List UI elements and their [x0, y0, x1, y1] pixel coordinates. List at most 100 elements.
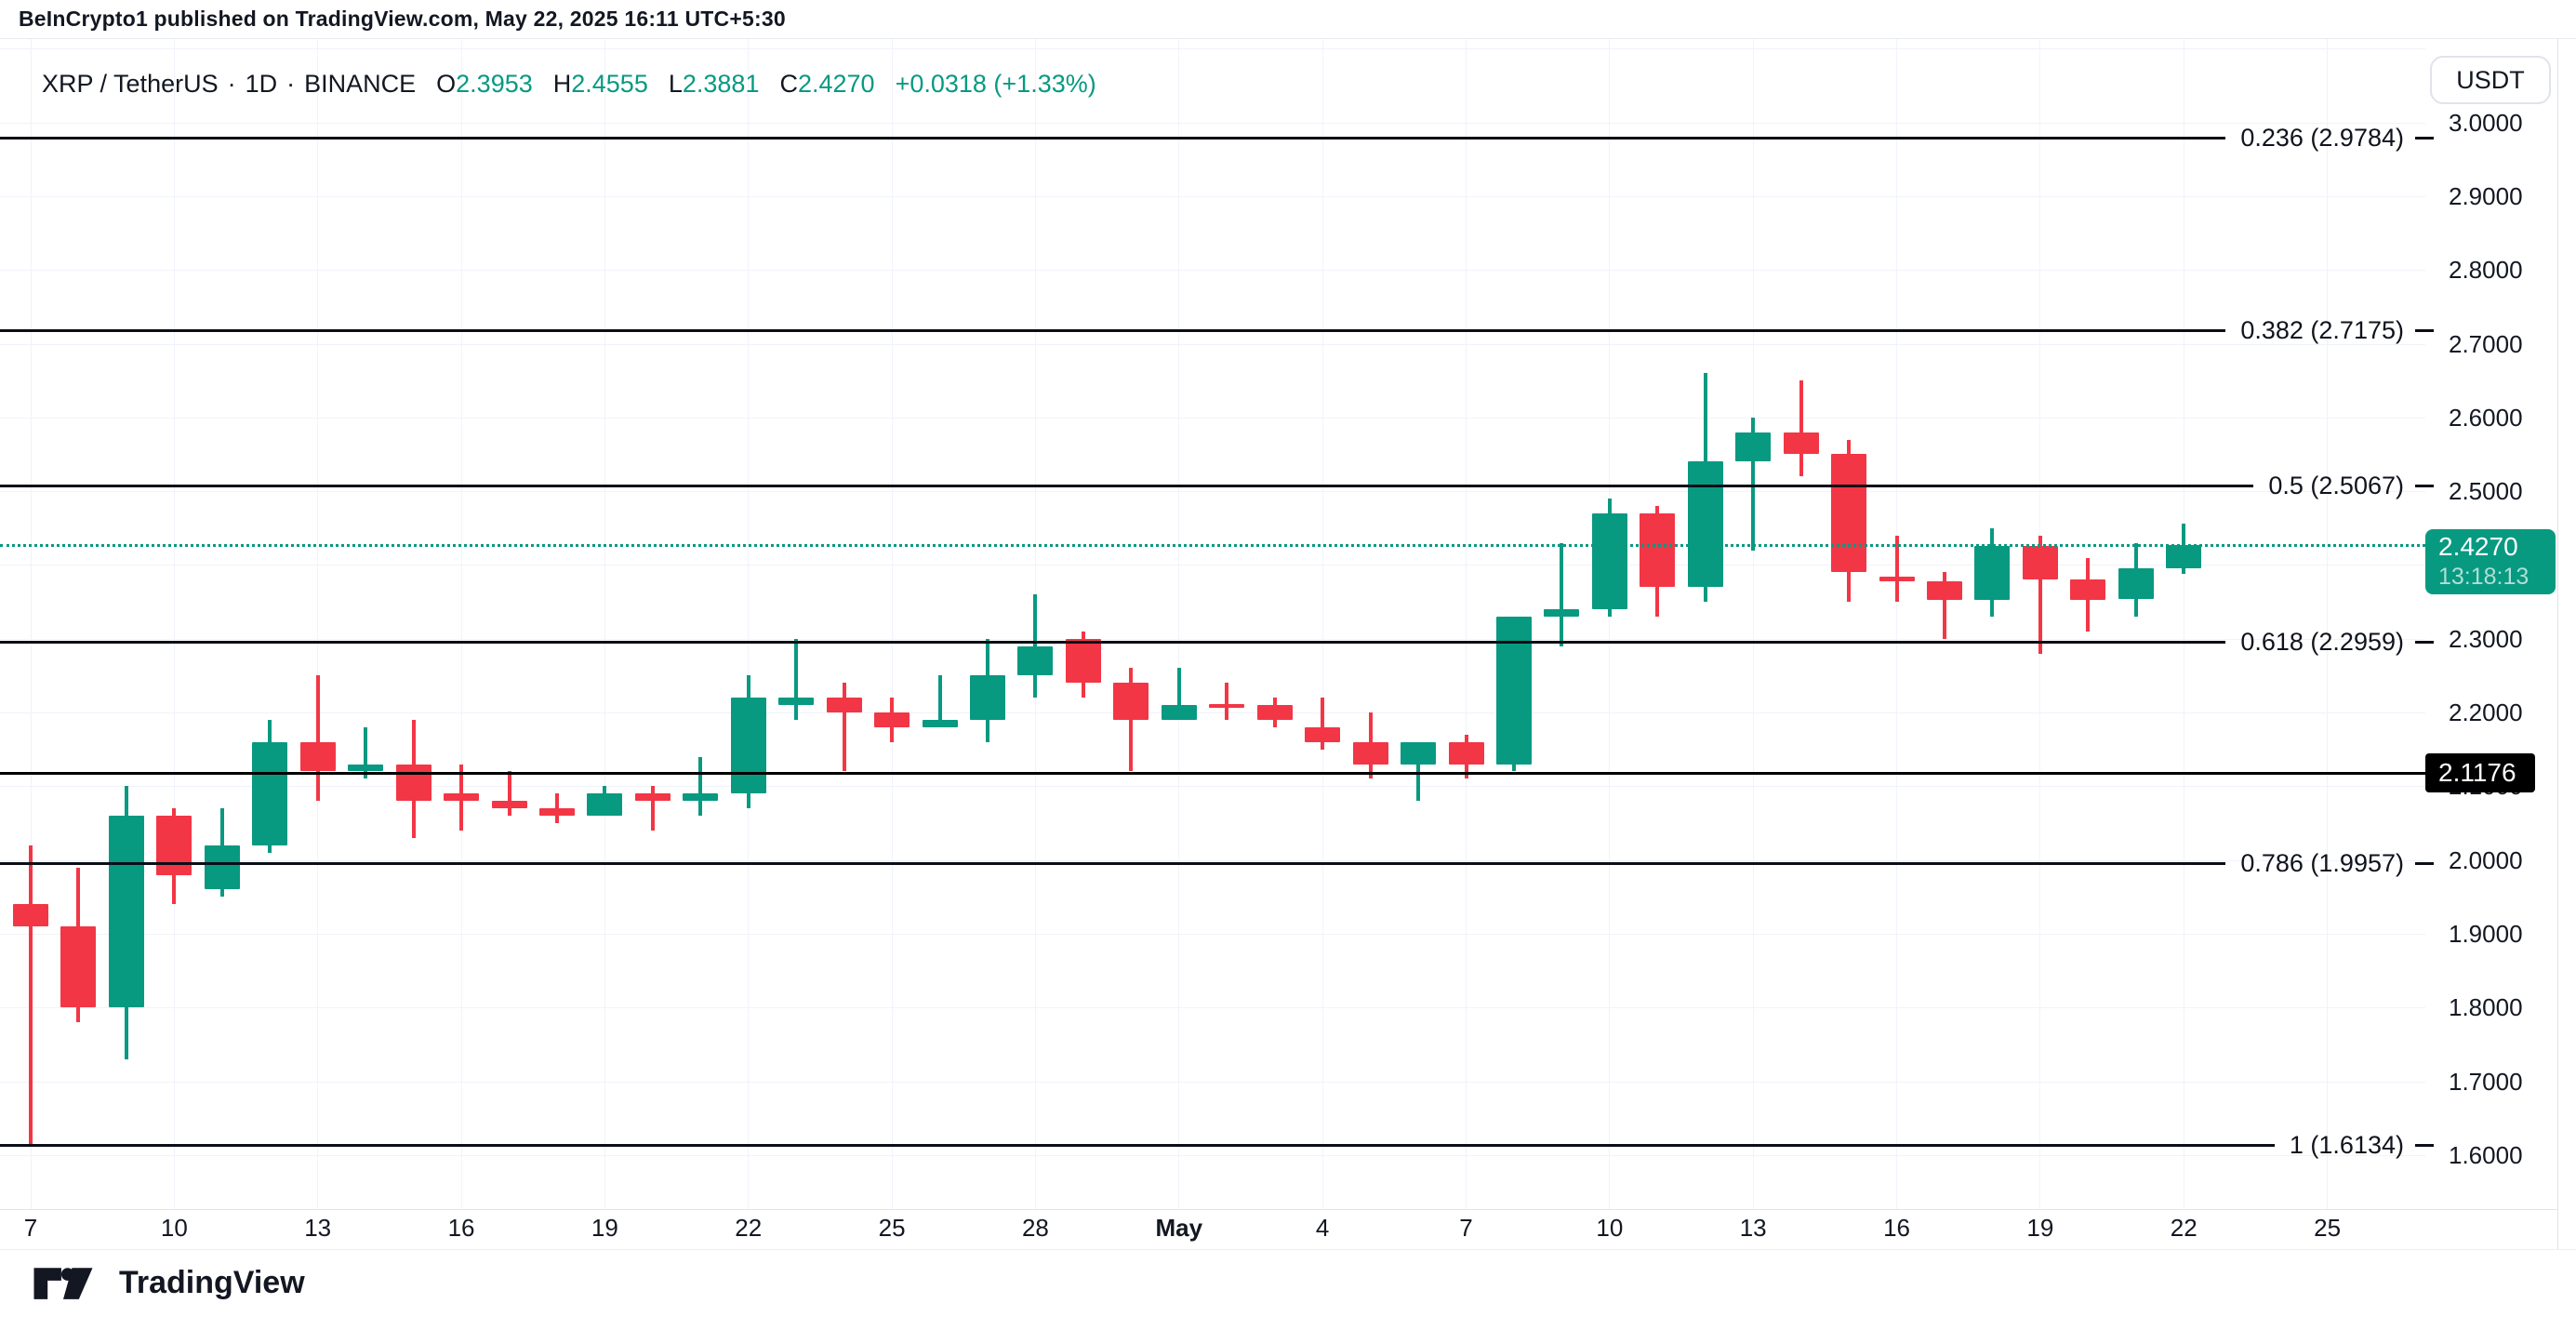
candle[interactable] [444, 793, 480, 802]
fib-level-line[interactable] [0, 1143, 2275, 1147]
candle[interactable] [1640, 512, 1676, 588]
candle[interactable] [1879, 577, 1915, 581]
horizontal-price-line[interactable] [0, 771, 2425, 775]
price-line-badge[interactable]: 2.1176 [2425, 753, 2535, 793]
fib-level[interactable]: 0.618 (2.2959) [0, 627, 2441, 657]
fib-level-line[interactable] [0, 137, 2226, 140]
change-label: +0.0318 (+1.33%) [895, 69, 1096, 98]
candle-wick[interactable] [1943, 572, 1946, 639]
vertical-gridline [1178, 39, 1180, 1209]
time-tick-label: 7 [1459, 1214, 1473, 1242]
candle[interactable] [348, 764, 384, 772]
fib-level-line[interactable] [0, 861, 2226, 865]
fib-level-line[interactable] [0, 640, 2226, 644]
candle[interactable] [1544, 609, 1580, 617]
fib-level[interactable]: 1 (1.6134) [0, 1130, 2441, 1160]
horizontal-gridline [0, 712, 2425, 714]
currency-toggle-label: USDT [2456, 65, 2525, 94]
candle[interactable] [299, 741, 336, 772]
candle[interactable] [60, 926, 97, 1008]
candle[interactable] [252, 741, 288, 845]
candle[interactable] [1113, 683, 1149, 720]
fib-level-line[interactable] [0, 485, 2254, 488]
candle[interactable] [1591, 512, 1627, 610]
vertical-gridline [1321, 39, 1323, 1209]
vertical-gridline [1752, 39, 1754, 1209]
candle-wick[interactable] [507, 771, 511, 817]
candle[interactable] [204, 845, 240, 890]
candle[interactable] [1783, 432, 1819, 455]
candle[interactable] [826, 698, 862, 713]
candle[interactable] [730, 698, 766, 794]
fib-level[interactable]: 0.786 (1.9957) [0, 848, 2441, 878]
candle[interactable] [156, 816, 193, 875]
candle-wick[interactable] [794, 638, 799, 720]
candle[interactable] [1352, 741, 1388, 765]
candle[interactable] [13, 904, 48, 926]
candle-wick[interactable] [937, 675, 942, 727]
candle-wick[interactable] [1799, 380, 1803, 477]
candle-wick[interactable] [1176, 668, 1181, 720]
candle[interactable] [683, 793, 719, 802]
fib-level-tick [2415, 329, 2434, 333]
candle[interactable] [1401, 741, 1437, 765]
candle[interactable] [634, 793, 671, 802]
candle[interactable] [491, 801, 527, 809]
candle-wick[interactable] [2038, 535, 2042, 654]
candle[interactable] [1256, 705, 1293, 720]
exchange-label: BINANCE [304, 69, 417, 98]
candle[interactable] [1735, 432, 1772, 462]
horizontal-gridline [0, 491, 2425, 493]
candle-wick[interactable] [1416, 741, 1421, 802]
candle[interactable] [778, 698, 815, 706]
candle[interactable] [922, 719, 958, 727]
candle[interactable] [1927, 580, 1962, 600]
candle[interactable] [1065, 638, 1101, 684]
candle[interactable] [1974, 545, 2011, 600]
candle[interactable] [587, 793, 623, 817]
candle[interactable] [2070, 579, 2106, 600]
candle[interactable] [1209, 703, 1245, 708]
candle[interactable] [1017, 645, 1054, 676]
candle[interactable] [1161, 705, 1197, 720]
current-price-line[interactable] [0, 543, 2425, 547]
candle-wick[interactable] [315, 675, 320, 802]
candle[interactable] [1305, 726, 1341, 742]
price-tick-label: 1.9000 [2449, 919, 2523, 948]
fib-level[interactable]: 0.236 (2.9784) [0, 124, 2441, 153]
candle[interactable] [874, 712, 910, 727]
candle-wick[interactable] [698, 756, 703, 817]
fib-level-line[interactable] [0, 329, 2226, 333]
candle[interactable] [1448, 741, 1484, 765]
countdown-timer: 13:18:13 [2438, 564, 2530, 591]
candle-wick[interactable] [1894, 535, 1899, 603]
fib-level-tick [2415, 861, 2434, 865]
candle-wick[interactable] [1033, 594, 1038, 698]
candle[interactable] [1831, 454, 1867, 573]
candle[interactable] [395, 764, 432, 802]
candle[interactable] [2022, 545, 2058, 579]
horizontal-gridline [0, 122, 2425, 124]
candle-wick[interactable] [1225, 683, 1229, 720]
candle[interactable] [1687, 461, 1723, 588]
candle[interactable] [2118, 568, 2154, 599]
candle-wick[interactable] [29, 845, 33, 1146]
tradingview-logo[interactable]: TradingView [20, 1263, 305, 1302]
candle-wick[interactable] [842, 683, 846, 772]
price-tick-label: 2.2000 [2449, 698, 2523, 727]
candle[interactable] [538, 808, 575, 817]
candle-wick[interactable] [1560, 542, 1564, 646]
currency-toggle-button[interactable]: USDT [2430, 56, 2551, 104]
candle-wick[interactable] [650, 786, 655, 831]
horizontal-gridline [0, 48, 2425, 50]
candle-wick[interactable] [1751, 417, 1756, 551]
fib-level[interactable]: 0.382 (2.7175) [0, 316, 2441, 346]
candle[interactable] [108, 816, 144, 1008]
candle-wick[interactable] [364, 726, 368, 779]
candle[interactable] [2166, 545, 2202, 569]
fib-level[interactable]: 0.5 (2.5067) [0, 472, 2441, 501]
candle-wick[interactable] [1321, 698, 1325, 750]
current-price-badge[interactable]: 2.4270 13:18:13 [2425, 529, 2556, 595]
candle[interactable] [970, 675, 1005, 720]
